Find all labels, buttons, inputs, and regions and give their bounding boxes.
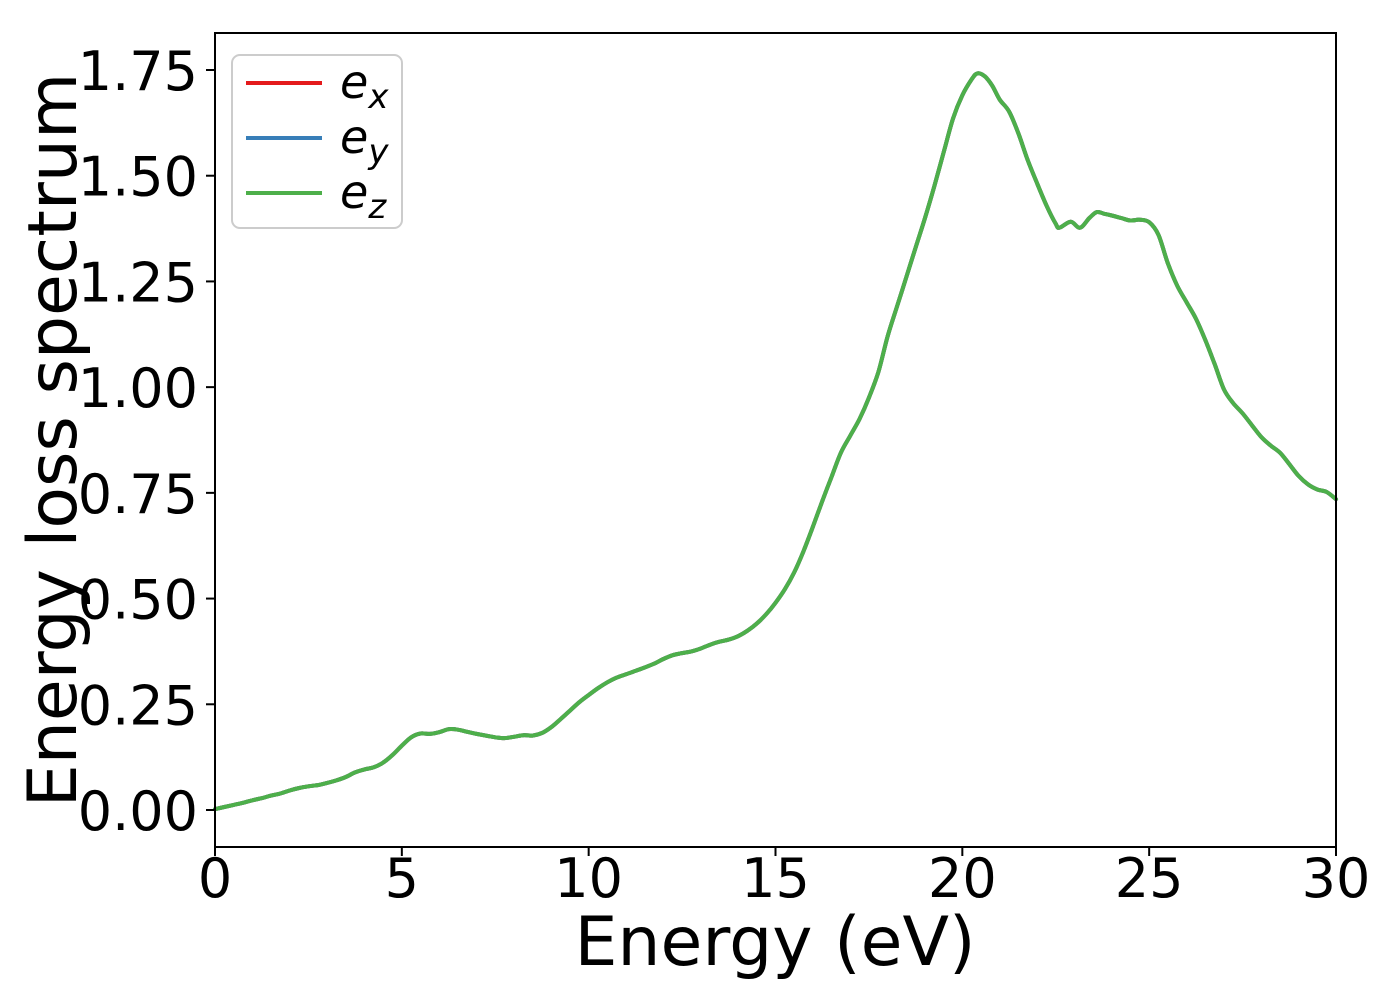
y-tick-label: 0.50 <box>78 569 198 632</box>
x-tick-label: 15 <box>741 847 810 910</box>
legend-label-e_y: ey <box>340 110 389 172</box>
curve-e_z <box>213 71 1338 812</box>
x-tick-label: 30 <box>1302 847 1371 910</box>
y-tick-label: 1.25 <box>78 251 198 314</box>
axes-spines <box>214 32 1337 848</box>
x-tick-label: 20 <box>928 847 997 910</box>
curves-group <box>213 71 1338 812</box>
y-tick-label: 0.00 <box>78 780 198 843</box>
x-axis-ticks: 0 5 10 15 20 25 30 <box>198 847 1371 910</box>
x-tick-label: 5 <box>385 847 419 910</box>
legend-label-e_z: ez <box>340 165 387 227</box>
x-tick-label: 10 <box>554 847 623 910</box>
y-tick-label: 1.75 <box>78 40 198 103</box>
y-tick-label: 1.00 <box>78 357 198 420</box>
legend-label-e_x: ex <box>340 55 389 117</box>
y-axis-label: Energy loss spectrum <box>14 73 93 807</box>
x-tick-label: 0 <box>198 847 232 910</box>
x-tick-label: 25 <box>1115 847 1184 910</box>
y-axis-ticks: 0.00 0.25 0.50 0.75 1.00 1.25 1.50 1.75 <box>78 40 215 843</box>
legend-box <box>231 54 403 229</box>
x-axis-label: Energy (eV) <box>574 903 975 982</box>
y-tick-label: 0.75 <box>78 463 198 526</box>
y-tick-label: 1.50 <box>78 146 198 209</box>
y-tick-label: 0.25 <box>78 674 198 737</box>
